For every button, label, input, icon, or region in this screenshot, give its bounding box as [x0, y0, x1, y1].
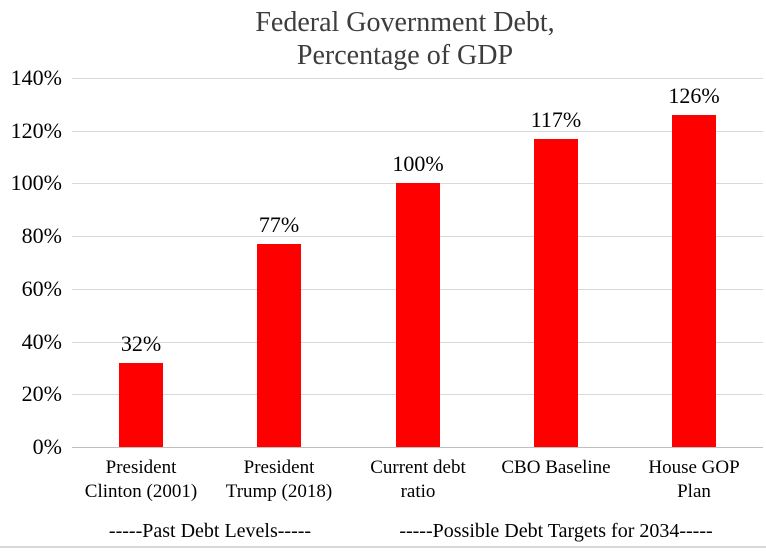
y-tick-label: 60% — [21, 276, 62, 301]
category-group-label: -----Possible Debt Targets for 2034----- — [399, 520, 713, 542]
category-label: House GOP Plan — [648, 457, 740, 502]
bar-value-label: 126% — [668, 83, 720, 108]
y-tick-label: 0% — [32, 434, 62, 459]
chart-bar — [119, 363, 163, 447]
y-tick-label: 120% — [10, 118, 62, 143]
bar-value-label: 100% — [392, 151, 444, 176]
category-label: President Trump (2018) — [225, 457, 333, 502]
gridline — [72, 131, 763, 132]
y-tick-label: 140% — [10, 65, 62, 90]
x-axis-baseline — [72, 447, 763, 448]
chart-title-line2: Percentage of GDP — [296, 40, 514, 71]
bar-value-label: 117% — [530, 107, 582, 132]
category-label: President Clinton (2001) — [84, 457, 198, 502]
bar-value-label: 77% — [258, 212, 300, 237]
chart-title: Federal Government Debt, Percentage of G… — [44, 6, 766, 72]
category-label: CBO Baseline — [501, 457, 611, 478]
chart-title-line1: Federal Government Debt, — [255, 7, 555, 38]
chart-bar — [672, 115, 716, 447]
y-tick-label: 80% — [21, 223, 62, 248]
y-tick-label: 100% — [10, 170, 62, 195]
y-tick-label: 40% — [21, 329, 62, 354]
gridline — [72, 78, 763, 79]
category-group-label: -----Past Debt Levels----- — [108, 520, 312, 542]
bar-value-label: 32% — [120, 331, 162, 356]
category-label: Current debt ratio — [370, 457, 466, 502]
chart-bar — [534, 139, 578, 447]
chart-bar — [396, 183, 440, 447]
chart-bar — [257, 244, 301, 447]
y-tick-label: 20% — [21, 381, 62, 406]
bottom-divider — [0, 546, 766, 548]
